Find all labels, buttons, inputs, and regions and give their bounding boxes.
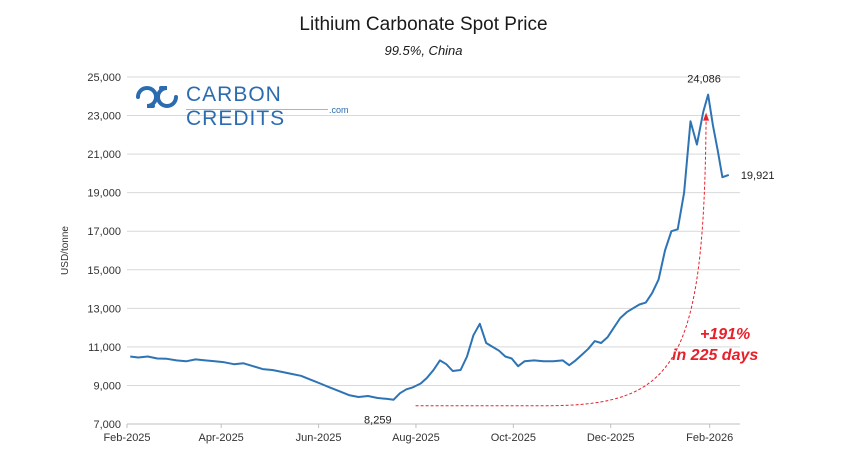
callout-days: in 225 days [672, 347, 759, 364]
chart-subtitle: 99.5%, China [384, 43, 463, 58]
y-tick-label: 7,000 [93, 419, 121, 431]
y-tick-label: 17,000 [87, 226, 121, 238]
interlocking-rings-logo-icon [136, 86, 178, 108]
y-tick-label: 23,000 [87, 111, 121, 123]
callout-percent: +191% [700, 326, 751, 343]
chart-title: Lithium Carbonate Spot Price [299, 14, 548, 35]
x-tick-label: Aug-2025 [392, 432, 440, 444]
gridlines [127, 76, 740, 386]
y-axis-label: USD/tonne [60, 226, 71, 275]
axes: 7,000 9,000 11,000 13,000 15,000 17,000 19,000… [60, 72, 740, 444]
latest-label: 19,921 [741, 170, 775, 182]
logo-underline [186, 109, 328, 110]
series-layer [130, 93, 730, 401]
x-tick-label: Oct-2025 [491, 432, 536, 444]
y-tick-label: 15,000 [87, 265, 121, 277]
x-tick-label: Feb-2026 [686, 432, 733, 444]
low-label: 8,259 [364, 415, 392, 427]
y-tick-label: 21,000 [87, 149, 121, 161]
y-tick-label: 25,000 [87, 72, 121, 84]
peak-label: 24,086 [687, 74, 721, 86]
y-tick-label: 9,000 [93, 380, 121, 392]
carbon-credits-logo: CARBON CREDITS .com [134, 80, 364, 130]
x-tick-label: Jun-2025 [296, 432, 342, 444]
y-tick-label: 13,000 [87, 303, 121, 315]
x-tick-label: Feb-2025 [103, 432, 150, 444]
logo-text: CARBON CREDITS [186, 83, 286, 130]
price-series-line [130, 93, 730, 401]
x-tick-label: Dec-2025 [587, 432, 635, 444]
y-tick-label: 11,000 [88, 342, 121, 354]
callout-arrowhead [703, 112, 710, 121]
x-tick-label: Apr-2025 [199, 432, 244, 444]
y-tick-label: 19,000 [87, 188, 121, 200]
callout-arrow [415, 112, 710, 407]
data-labels: 24,086 19,921 8,259 [364, 74, 774, 427]
callout-curve [415, 118, 707, 407]
logo-subtext: .com [329, 105, 349, 115]
